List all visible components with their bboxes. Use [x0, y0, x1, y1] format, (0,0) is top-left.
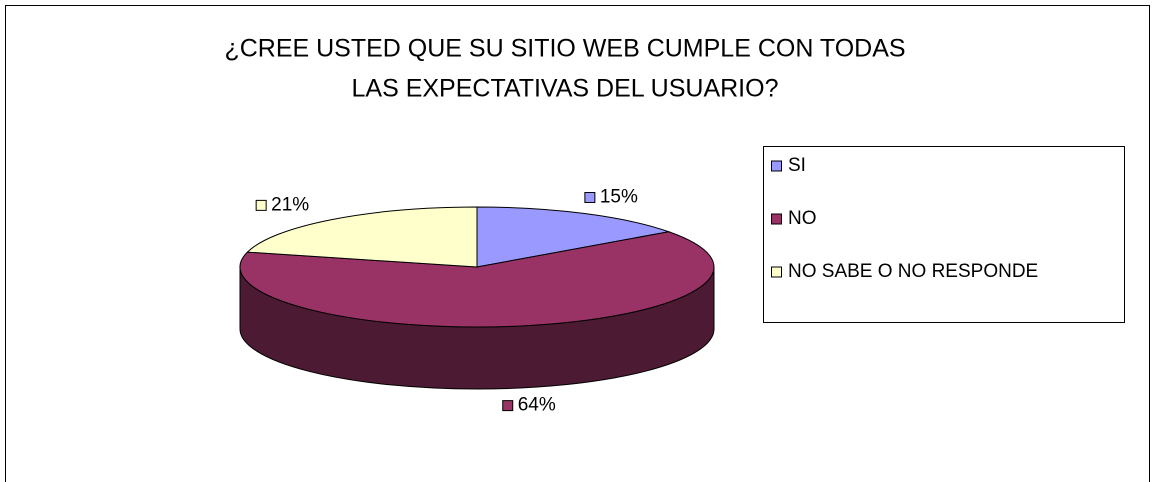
pie-slice [239, 231, 715, 328]
chart-title: ¿CREE USTED QUE SU SITIO WEB CUMPLE CON … [224, 35, 905, 63]
data-label: 15% [584, 187, 638, 208]
legend-label: NO [788, 208, 817, 229]
legend-label: SI [788, 155, 806, 176]
data-label-text: 64% [518, 395, 556, 416]
data-label-swatch [255, 199, 267, 211]
data-label: 21% [255, 194, 309, 215]
legend-swatch [771, 213, 782, 225]
pie-slice [476, 206, 671, 268]
legend-swatch [771, 160, 782, 172]
data-label-text: 21% [271, 194, 309, 215]
data-label-text: 15% [600, 187, 638, 208]
data-label: 64% [502, 395, 556, 416]
data-label-swatch [502, 400, 514, 412]
data-label-swatch [584, 192, 596, 204]
chart-title: LAS EXPECTATIVAS DEL USUARIO? [352, 75, 779, 103]
legend-swatch [771, 266, 782, 278]
pie-slice [246, 206, 478, 268]
pie [239, 206, 715, 390]
legend-label: NO SABE O NO RESPONDE [788, 261, 1038, 282]
legend-box [763, 146, 1125, 323]
